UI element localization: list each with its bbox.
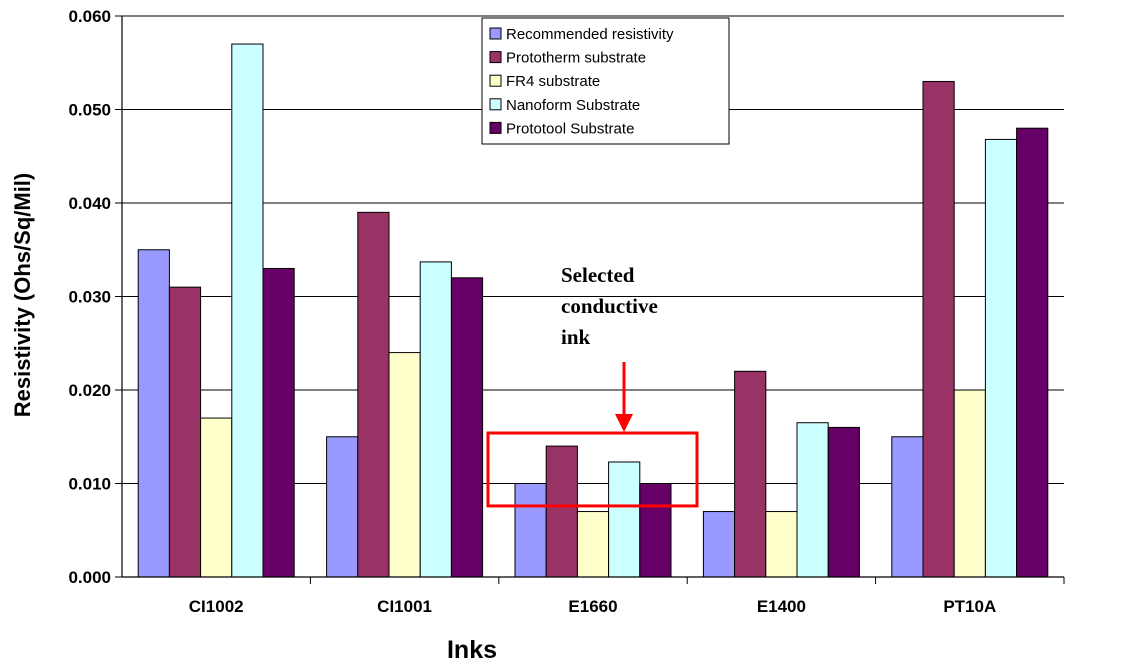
bar: [168, 286, 202, 578]
bar: [639, 483, 672, 578]
bar: [796, 422, 829, 578]
legend-label: Recommended resistivity: [506, 26, 674, 43]
annotation-text-line: Selected: [561, 263, 635, 287]
bar: [326, 436, 359, 578]
annotation: Selected conductive ink: [486, 263, 699, 508]
y-tick-label: 0.060: [68, 7, 111, 26]
bar: [231, 43, 264, 578]
annotation-arrow-head: [615, 414, 633, 432]
legend-swatch: [489, 51, 502, 64]
highlight-box: [486, 431, 699, 508]
legend-swatch: [489, 121, 502, 134]
y-tick-label: 0.010: [68, 475, 111, 494]
bar: [514, 483, 547, 578]
x-axis-title: Inks: [447, 636, 497, 664]
x-tick-label: CI1001: [377, 597, 432, 616]
bar: [388, 352, 421, 578]
bar: [200, 417, 233, 578]
y-tick-label: 0.040: [68, 194, 111, 213]
bar: [576, 511, 610, 578]
x-tick-label: E1660: [568, 597, 617, 616]
legend-box: [481, 17, 730, 145]
bar: [137, 249, 170, 578]
legend-swatch: [489, 27, 502, 40]
legend-swatch: [489, 74, 502, 87]
bar: [922, 80, 955, 578]
legend-swatch: [489, 98, 502, 111]
x-tick-label: CI1002: [189, 597, 244, 616]
bars: [137, 43, 1049, 578]
legend: Recommended resistivity Prototherm substr…: [481, 17, 730, 145]
bar: [827, 426, 860, 578]
bar: [357, 211, 390, 578]
y-tick-label: 0.050: [68, 101, 111, 120]
annotation-text-line: conductive: [561, 294, 658, 318]
bar: [702, 511, 736, 578]
bar: [765, 511, 798, 578]
bar: [262, 267, 295, 578]
bar: [608, 461, 641, 578]
bar: [953, 389, 986, 578]
bar: [419, 261, 452, 578]
x-tick-label: PT10A: [943, 597, 996, 616]
bar: [450, 277, 484, 578]
y-tick-label: 0.020: [68, 381, 111, 400]
y-axis-title: Resistivity (Ohs/Sq/Mil): [10, 173, 35, 418]
bar: [984, 138, 1018, 578]
legend-label: Nanoform Substrate: [506, 97, 640, 114]
bar: [891, 436, 924, 578]
legend-label: FR4 substrate: [506, 73, 600, 90]
y-tick-label: 0.000: [68, 568, 111, 587]
annotation-text-line: ink: [561, 325, 591, 349]
legend-label: Prototool Substrate: [506, 120, 634, 137]
x-tick-label: E1400: [757, 597, 806, 616]
y-tick-label: 0.030: [68, 288, 111, 307]
bar: [1016, 127, 1049, 578]
bar: [545, 445, 578, 578]
legend-label: Prototherm substrate: [506, 50, 646, 67]
axes: 0.000 0.010 0.020 0.030 0.040 0.050 0.060 CI100…: [68, 7, 1065, 616]
bar: [734, 370, 767, 578]
